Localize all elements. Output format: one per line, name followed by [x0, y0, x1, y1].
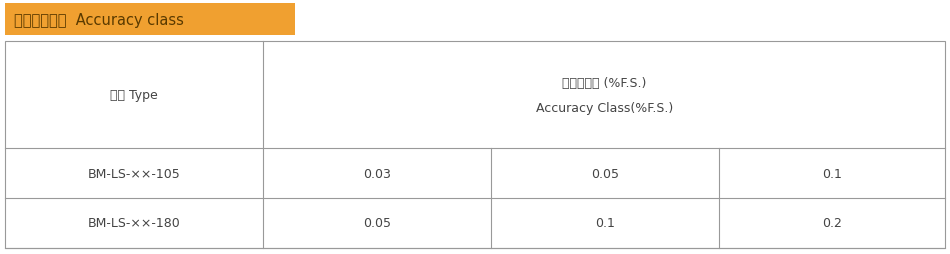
Text: 准确度等级 (%F.S.): 准确度等级 (%F.S.) — [562, 76, 647, 89]
Text: 0.2: 0.2 — [822, 216, 842, 229]
Text: 0.03: 0.03 — [363, 167, 391, 180]
Text: 0.1: 0.1 — [595, 216, 615, 229]
FancyBboxPatch shape — [5, 4, 294, 36]
Text: 准确度等级：  Accuracy class: 准确度等级： Accuracy class — [14, 13, 184, 28]
Text: 型号 Type: 型号 Type — [110, 89, 158, 102]
FancyBboxPatch shape — [5, 42, 945, 248]
Text: 0.05: 0.05 — [591, 167, 618, 180]
Text: Accuracy Class(%F.S.): Accuracy Class(%F.S.) — [536, 102, 673, 115]
Text: BM-LS-××-180: BM-LS-××-180 — [87, 216, 180, 229]
Text: BM-LS-××-105: BM-LS-××-105 — [87, 167, 180, 180]
Text: 0.05: 0.05 — [363, 216, 391, 229]
Text: 0.1: 0.1 — [822, 167, 842, 180]
